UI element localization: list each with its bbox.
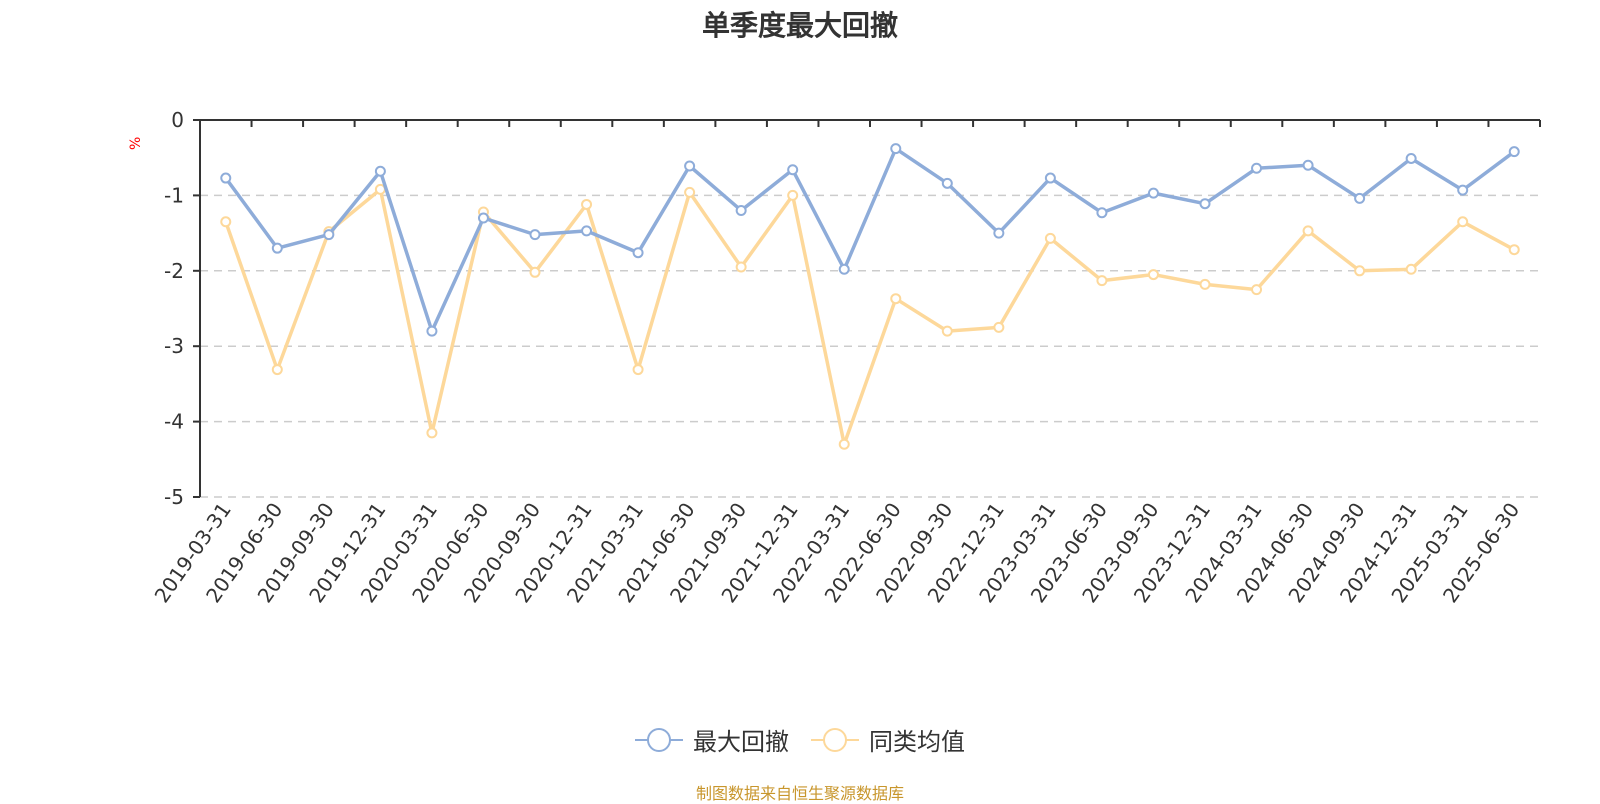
data-point[interactable]: [271, 242, 283, 254]
y-tick-label: -4: [164, 410, 184, 434]
data-point[interactable]: [1251, 284, 1263, 296]
data-point[interactable]: [271, 364, 283, 376]
data-point[interactable]: [993, 227, 1005, 239]
data-point[interactable]: [1147, 187, 1159, 199]
legend-label: 同类均值: [869, 728, 965, 756]
series-line: [224, 187, 1516, 446]
legend: 最大回撤 同类均值: [0, 722, 1600, 757]
data-point[interactable]: [684, 186, 696, 198]
data-point[interactable]: [1457, 184, 1469, 196]
data-point[interactable]: [787, 164, 799, 176]
data-point[interactable]: [1096, 275, 1108, 287]
data-point[interactable]: [1457, 216, 1469, 228]
data-point[interactable]: [426, 325, 438, 337]
y-tick-label: -2: [164, 259, 184, 283]
y-tick-label: -5: [164, 485, 184, 509]
source-note: 制图数据来自恒生聚源数据库: [695, 784, 904, 803]
data-point[interactable]: [426, 427, 438, 439]
y-tick-label: -3: [164, 334, 184, 358]
legend-item[interactable]: 最大回撤: [635, 722, 789, 757]
legend-label: 最大回撤: [693, 728, 789, 756]
data-point[interactable]: [941, 325, 953, 337]
data-point[interactable]: [529, 266, 541, 278]
y-tick-label: -1: [164, 183, 184, 207]
data-point[interactable]: [1044, 232, 1056, 244]
chart-title: 单季度最大回撤: [701, 9, 898, 42]
data-point[interactable]: [1405, 152, 1417, 164]
line-chart: 0-1-2-3-4-52019-03-312019-06-302019-09-3…: [150, 108, 1541, 607]
data-point[interactable]: [684, 160, 696, 172]
series-line: [224, 146, 1516, 333]
data-point[interactable]: [1508, 244, 1520, 256]
data-point[interactable]: [890, 293, 902, 305]
data-point[interactable]: [1096, 207, 1108, 219]
data-point[interactable]: [632, 247, 644, 259]
data-point[interactable]: [529, 229, 541, 241]
data-point[interactable]: [1147, 269, 1159, 281]
data-point[interactable]: [374, 165, 386, 177]
data-point[interactable]: [838, 263, 850, 275]
data-point[interactable]: [1302, 225, 1314, 237]
data-point[interactable]: [735, 261, 747, 273]
data-point[interactable]: [581, 225, 593, 237]
data-point[interactable]: [890, 143, 902, 155]
data-point[interactable]: [1508, 146, 1520, 158]
data-point[interactable]: [838, 438, 850, 450]
data-point[interactable]: [735, 204, 747, 216]
legend-line-circle-icon: [811, 727, 859, 752]
data-point[interactable]: [1251, 162, 1263, 174]
data-point[interactable]: [1199, 278, 1211, 290]
data-point[interactable]: [1044, 172, 1056, 184]
data-point[interactable]: [1354, 192, 1366, 204]
series-lines: [220, 143, 1520, 450]
data-point[interactable]: [220, 216, 232, 228]
axes: [193, 119, 1541, 498]
data-point[interactable]: [220, 172, 232, 184]
data-point[interactable]: [1302, 159, 1314, 171]
data-point[interactable]: [1199, 198, 1211, 210]
data-point[interactable]: [787, 189, 799, 201]
data-point[interactable]: [1354, 265, 1366, 277]
y-tick-label: 0: [171, 108, 184, 132]
data-point[interactable]: [477, 212, 489, 224]
data-point[interactable]: [941, 177, 953, 189]
data-point[interactable]: [993, 321, 1005, 333]
data-point[interactable]: [581, 198, 593, 210]
data-point[interactable]: [323, 229, 335, 241]
data-point[interactable]: [632, 364, 644, 376]
tick-labels: 0-1-2-3-4-52019-03-312019-06-302019-09-3…: [150, 108, 1525, 607]
data-point[interactable]: [1405, 263, 1417, 275]
legend-item[interactable]: 同类均值: [811, 722, 965, 757]
legend-line-circle-icon: [635, 727, 683, 752]
